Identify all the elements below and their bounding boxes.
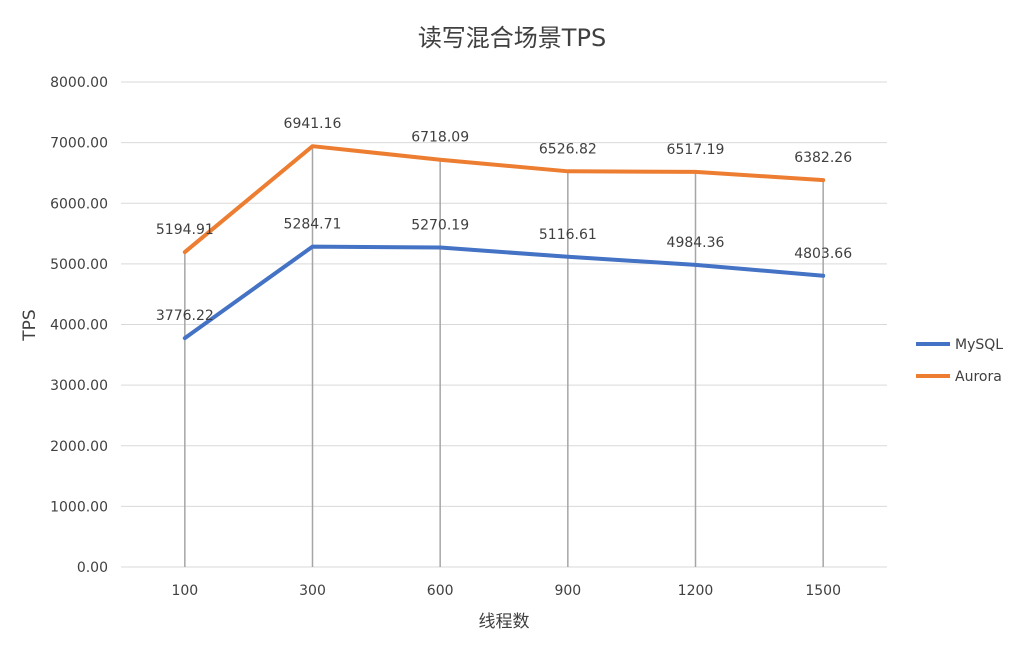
x-tick-label: 300: [299, 583, 326, 599]
data-labels: 3776.22 5284.71 5270.19 5116.61 4984.36 4803.…: [156, 116, 852, 324]
data-label-aurora: 5194.91: [156, 222, 214, 238]
x-tick-label: 100: [171, 583, 198, 599]
series-lines: [182, 144, 826, 341]
data-label-mysql: 5270.19: [411, 217, 469, 233]
data-label-mysql: 5116.61: [539, 227, 597, 243]
drop-lines: [184, 146, 824, 567]
data-label-aurora: 6526.82: [539, 141, 597, 157]
chart-title: 读写混合场景TPS: [418, 24, 606, 52]
x-tick-label: 900: [554, 583, 581, 599]
y-tick-label: 7000.00: [50, 136, 108, 152]
x-tick-label: 1200: [678, 583, 714, 599]
grid-lines: [121, 81, 887, 568]
series-line-mysql: [182, 244, 826, 341]
data-label-aurora: 6941.16: [284, 116, 342, 132]
y-tick-label: 8000.00: [50, 75, 108, 91]
data-label-aurora: 6517.19: [667, 142, 725, 158]
x-axis-ticks: 100 300 600 900 1200 1500: [171, 583, 841, 599]
legend-label-mysql: MySQL: [955, 337, 1003, 353]
legend: MySQL Aurora: [916, 337, 1003, 385]
x-axis-title: 线程数: [479, 612, 530, 632]
data-label-mysql: 3776.22: [156, 308, 214, 324]
data-label-aurora: 6382.26: [794, 150, 852, 166]
y-axis-ticks: 0.00 1000.00 2000.00 3000.00 4000.00 5000.00 6…: [50, 75, 108, 576]
data-label-aurora: 6718.09: [411, 130, 469, 146]
y-tick-label: 2000.00: [50, 439, 108, 455]
y-tick-label: 5000.00: [50, 257, 108, 273]
series-line-aurora: [182, 144, 826, 255]
y-tick-label: 6000.00: [50, 196, 108, 212]
data-label-mysql: 5284.71: [284, 217, 342, 233]
data-label-mysql: 4803.66: [794, 246, 852, 262]
y-axis-title: TPS: [20, 309, 40, 341]
x-tick-label: 1500: [805, 583, 841, 599]
x-tick-label: 600: [427, 583, 454, 599]
legend-label-aurora: Aurora: [955, 369, 1002, 385]
y-tick-label: 4000.00: [50, 318, 108, 334]
data-label-mysql: 4984.36: [667, 235, 725, 251]
y-tick-label: 0.00: [77, 560, 108, 576]
y-tick-label: 3000.00: [50, 378, 108, 394]
y-tick-label: 1000.00: [50, 499, 108, 515]
